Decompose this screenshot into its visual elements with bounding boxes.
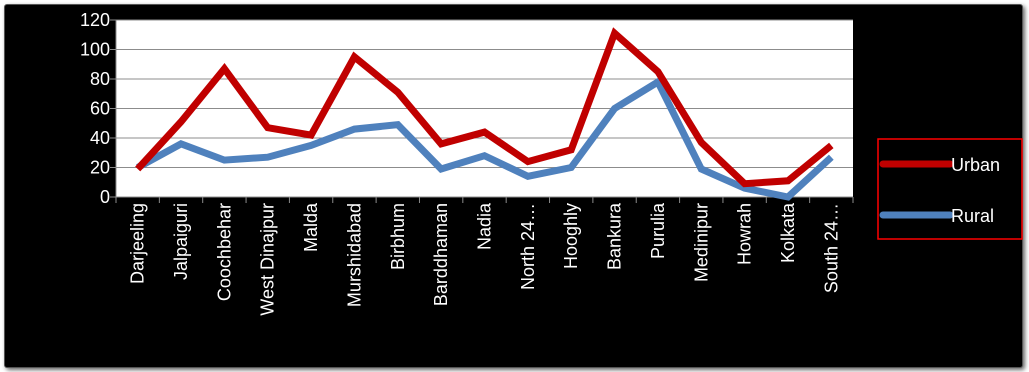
y-tick-label-20: 20 (90, 158, 110, 178)
x-tick-label: Malda (301, 202, 321, 252)
y-tick-label-40: 40 (90, 128, 110, 148)
x-tick-label: North 24… (518, 203, 538, 290)
x-tick-label: Howrah (735, 203, 755, 265)
series-line-rural (136, 77, 834, 201)
x-tick-label: Medinipur (691, 203, 711, 282)
x-tick-label: Hooghly (561, 203, 581, 269)
y-axis-ticks: 0 20 40 60 80 100 120 (80, 10, 116, 207)
legend: Urban Rural (877, 138, 1023, 240)
gridlines (116, 19, 853, 198)
series-line-urban (135, 27, 834, 188)
x-tick-label: South 24… (821, 203, 841, 293)
y-tick-label-120: 120 (80, 10, 110, 30)
x-tick-label: Nadia (475, 202, 495, 250)
x-tick-label: Kolkata (778, 202, 798, 263)
series-lines (135, 27, 834, 201)
y-tick-label-0: 0 (100, 187, 110, 207)
x-tick-label: Darjeeling (128, 203, 148, 284)
x-tick-label: Murshidabad (344, 203, 364, 307)
x-tick-label: Purulia (648, 202, 668, 259)
legend-box (877, 138, 1023, 240)
x-tick-label: Bankura (605, 202, 625, 270)
legend-label-rural: Rural (951, 206, 994, 226)
y-tick-label-60: 60 (90, 99, 110, 119)
y-tick-label-100: 100 (80, 40, 110, 60)
x-tick-label: West Dinajpur (258, 203, 278, 316)
x-tick-label: Jalpaiguri (171, 203, 191, 280)
x-tick-label: Barddhaman (431, 203, 451, 306)
x-tick-label: Birbhum (388, 203, 408, 270)
x-tick-label: Coochbehar (214, 203, 234, 301)
legend-label-urban: Urban (951, 155, 1000, 175)
x-axis-ticks: Darjeeling Jalpaiguri Coochbehar West Dinaj… (115, 197, 854, 316)
y-tick-label-80: 80 (90, 69, 110, 89)
